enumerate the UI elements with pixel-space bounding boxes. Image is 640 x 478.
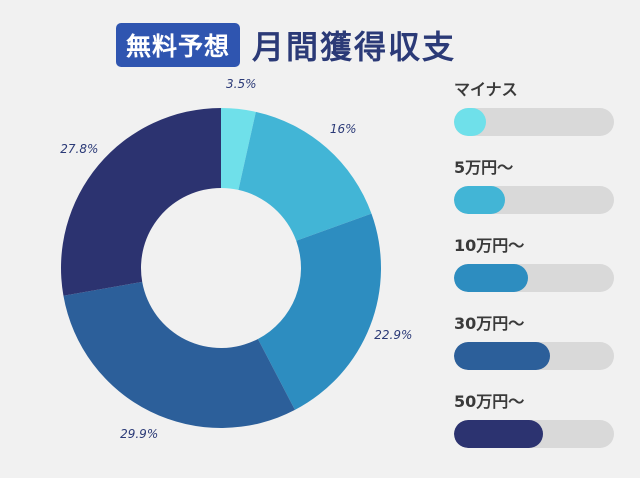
legend-bar-track: [454, 186, 614, 214]
donut-slice: [238, 111, 372, 241]
donut-slice: [221, 108, 256, 190]
slice-percent-label: 27.8%: [60, 142, 98, 156]
legend-bar-fill: [454, 186, 506, 214]
legend-bar-fill: [454, 420, 544, 448]
donut-slice: [257, 213, 382, 410]
legend-bar-fill: [454, 342, 550, 370]
slice-percent-label: 22.9%: [374, 328, 412, 342]
slice-percent-label: 16%: [330, 122, 357, 136]
free-prediction-badge: 無料予想: [116, 23, 241, 67]
legend-bar-track: [454, 264, 614, 292]
legend-item-50k: 5万円〜: [454, 154, 624, 224]
legend-label: 30万円〜: [454, 314, 525, 333]
slice-percent-label: 29.9%: [120, 427, 158, 441]
legend-bar-fill: [454, 108, 486, 136]
legend-item-minus: マイナス: [454, 76, 624, 146]
donut-slice: [60, 108, 221, 296]
chart-header: 無料予想 月間獲得収支: [116, 18, 456, 72]
legend-bar-fill: [454, 264, 528, 292]
legend-label: 10万円〜: [454, 236, 525, 255]
legend-item-300k: 30万円〜: [454, 310, 624, 380]
chart-title: 月間獲得収支: [252, 28, 457, 66]
legend-bar-track: [454, 420, 614, 448]
donut-slice: [63, 281, 295, 429]
legend-item-500k: 50万円〜: [454, 388, 624, 458]
legend-bar-track: [454, 108, 614, 136]
legend-label: 50万円〜: [454, 392, 525, 411]
legend-label: 5万円〜: [454, 158, 514, 177]
legend-item-100k: 10万円〜: [454, 232, 624, 302]
legend-bar-track: [454, 342, 614, 370]
legend-label: マイナス: [454, 80, 518, 99]
slice-percent-label: 3.5%: [226, 77, 257, 91]
